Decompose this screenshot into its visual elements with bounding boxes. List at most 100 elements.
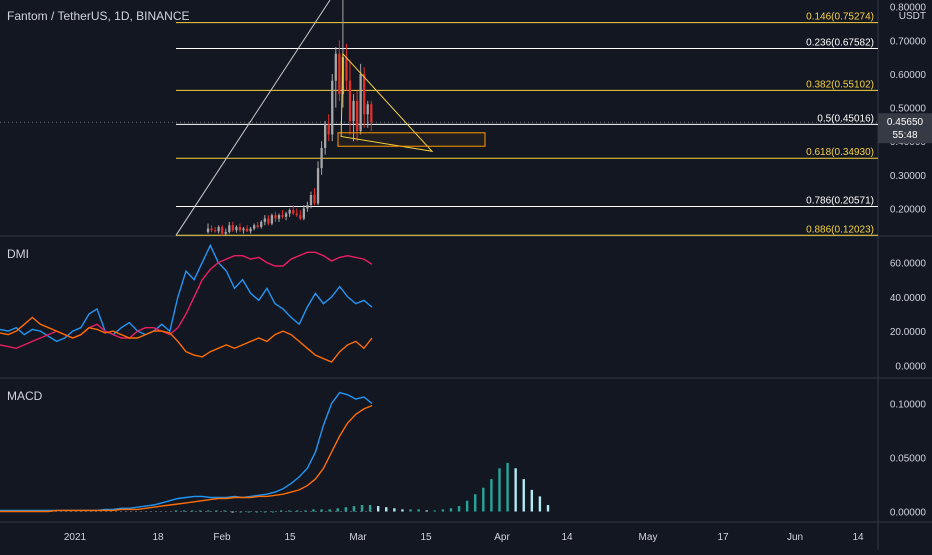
candle-body (363, 73, 366, 115)
rising-trendline (175, 0, 331, 236)
time-axis-tick: 2021 (64, 532, 87, 543)
macd-hist-bar (546, 505, 550, 512)
candle (263, 215, 266, 226)
price-axis-tick: 0.20000 (890, 204, 927, 215)
candle (210, 225, 213, 232)
candle-body (206, 228, 210, 232)
macd-hist-bar (490, 479, 493, 512)
macd-hist-bar (498, 468, 501, 512)
candle-body (306, 205, 309, 209)
candle-body (242, 228, 245, 231)
candle-body (299, 215, 302, 219)
candle (228, 221, 231, 234)
candle-body (274, 215, 277, 219)
macd-hist-bar (304, 510, 307, 512)
candle-body (245, 228, 249, 232)
candle (334, 47, 337, 108)
macd-signal-line (0, 404, 373, 513)
candle (306, 201, 309, 212)
candle (253, 223, 256, 231)
macd-hist-bar (344, 507, 348, 512)
macd-hist-bar (514, 468, 517, 512)
candle (338, 40, 341, 101)
candle-body (316, 168, 320, 204)
candle (359, 63, 362, 135)
candle (267, 215, 270, 226)
fib-level-label: 0.886(0.12023) (806, 224, 874, 235)
time-axis-tick: 18 (152, 532, 164, 543)
candle (206, 223, 210, 234)
candle-body (284, 213, 288, 217)
fib-level-label: 0.618(0.34930) (806, 147, 874, 158)
candle (231, 221, 234, 232)
macd-hist-bar (174, 510, 178, 512)
candle (316, 161, 320, 206)
macd-hist-bar (474, 494, 477, 512)
candle-body (295, 213, 298, 216)
candle-body (213, 230, 217, 232)
candle (245, 225, 249, 232)
macd-hist-bar (482, 487, 485, 512)
macd-hist-bar (223, 510, 226, 512)
macd-hist-bar (255, 511, 259, 513)
candle (274, 211, 277, 222)
candle-body (338, 53, 341, 95)
price-axis-tick: 0.50000 (890, 104, 927, 115)
candle-body (228, 225, 231, 232)
dmi-axis-tick: 60.0000 (890, 259, 927, 270)
macd-hist-bar (215, 510, 218, 512)
candle (217, 225, 220, 234)
candle (281, 210, 284, 219)
fib-level-label: 0.786(0.20571) (806, 196, 874, 207)
candle-body (327, 124, 330, 135)
candle-body (238, 226, 242, 231)
macd-hist-bar (207, 510, 210, 512)
candle-body (281, 215, 284, 217)
dmi-axis-tick: 20.0000 (890, 327, 927, 338)
candle-body (221, 226, 224, 234)
current-price-value: 0.45650 (887, 117, 924, 128)
time-axis-tick: 15 (420, 532, 432, 543)
macd-hist-bar (199, 510, 202, 512)
candle (221, 225, 224, 236)
macd-hist-bar (352, 506, 356, 512)
time-axis-tick: 17 (717, 532, 729, 543)
candle-body (235, 226, 238, 231)
dmi-adx-line (0, 316, 373, 363)
candle-body (256, 225, 259, 227)
candle (277, 213, 281, 222)
candle (238, 223, 242, 232)
macd-hist-bar (538, 496, 542, 512)
macd-hist-bar (182, 510, 186, 512)
macd-pane-title: MACD (7, 389, 43, 403)
price-axis-tick: 0.60000 (890, 70, 927, 81)
candle (235, 225, 238, 233)
macd-hist-bar (530, 489, 534, 512)
price-axis-tick: 0.70000 (890, 36, 927, 47)
candle (348, 60, 352, 135)
time-axis-tick: 14 (561, 532, 573, 543)
candle (213, 226, 217, 233)
macd-hist-bar (271, 511, 275, 513)
symbol-title: Fantom / TetherUS, 1D, BINANCE (7, 9, 190, 23)
macd-hist-bar (449, 508, 453, 512)
macd-hist-bar (376, 506, 380, 512)
candle (370, 100, 373, 132)
candle-body (348, 80, 352, 122)
macd-hist-bar (247, 511, 250, 513)
candle-body (313, 194, 316, 204)
candle-body (210, 228, 213, 231)
candle-body (270, 215, 274, 224)
macd-hist-bar (465, 500, 469, 512)
candle-body (288, 210, 291, 214)
macd-hist-bar (296, 510, 299, 512)
candle-body (320, 147, 323, 169)
candle-body (263, 218, 266, 222)
macd-hist-bar (320, 509, 323, 512)
candle-body (231, 225, 234, 231)
macd-hist-bar (401, 509, 404, 512)
macd-hist-bar (385, 507, 388, 512)
macd-hist-bar (328, 509, 331, 512)
candle-body (217, 226, 220, 232)
